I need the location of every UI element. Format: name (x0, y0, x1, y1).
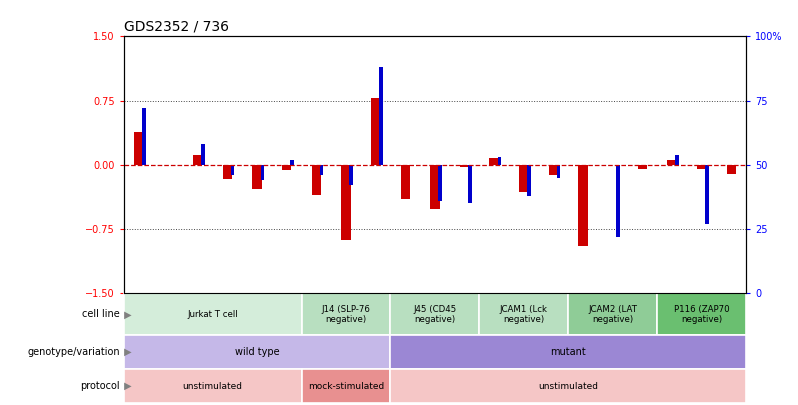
Bar (320, 165, 323, 175)
Bar (675, 155, 679, 165)
Bar (193, 155, 203, 165)
Text: ▶: ▶ (121, 381, 132, 391)
Bar (134, 132, 144, 165)
Text: mock-stimulated: mock-stimulated (308, 382, 384, 390)
Bar (705, 165, 709, 224)
Text: JCAM2 (LAT
negative): JCAM2 (LAT negative) (588, 305, 638, 324)
Text: protocol: protocol (80, 381, 120, 391)
Bar (438, 165, 442, 201)
Bar (527, 165, 531, 196)
Bar (124, 369, 302, 403)
Bar (342, 165, 351, 240)
Bar (480, 294, 568, 335)
Bar (142, 109, 145, 165)
Bar (223, 165, 232, 179)
Bar (124, 294, 302, 335)
Bar (579, 165, 588, 246)
Text: cell line: cell line (82, 309, 120, 320)
Text: unstimulated: unstimulated (539, 382, 598, 390)
Text: GDS2352 / 736: GDS2352 / 736 (124, 20, 229, 34)
Bar (302, 369, 390, 403)
Text: J14 (SLP-76
negative): J14 (SLP-76 negative) (322, 305, 370, 324)
Text: unstimulated: unstimulated (183, 382, 243, 390)
Bar (390, 369, 746, 403)
Bar (667, 160, 677, 165)
Bar (390, 335, 746, 369)
Text: ▶: ▶ (121, 347, 132, 357)
Bar (390, 294, 480, 335)
Bar (519, 165, 528, 192)
Bar (260, 165, 264, 180)
Bar (726, 165, 736, 173)
Text: mutant: mutant (551, 347, 587, 357)
Bar (549, 165, 559, 175)
Bar (658, 294, 746, 335)
Bar (350, 165, 353, 185)
Bar (430, 165, 440, 209)
Bar (638, 165, 647, 169)
Text: ▶: ▶ (121, 309, 132, 320)
Bar (616, 165, 620, 237)
Text: P116 (ZAP70
negative): P116 (ZAP70 negative) (674, 305, 729, 324)
Bar (401, 165, 410, 199)
Bar (231, 165, 235, 175)
Bar (311, 165, 321, 195)
Text: JCAM1 (Lck
negative): JCAM1 (Lck negative) (500, 305, 548, 324)
Bar (124, 335, 390, 369)
Bar (697, 165, 706, 169)
Bar (282, 165, 291, 170)
Bar (371, 98, 381, 165)
Bar (568, 294, 658, 335)
Text: J45 (CD45
negative): J45 (CD45 negative) (413, 305, 456, 324)
Bar (460, 165, 469, 166)
Bar (557, 165, 560, 178)
Bar (252, 165, 262, 189)
Text: Jurkat T cell: Jurkat T cell (188, 310, 238, 319)
Bar (290, 160, 294, 165)
Bar (201, 144, 205, 165)
Text: wild type: wild type (235, 347, 279, 357)
Bar (498, 157, 501, 165)
Bar (379, 67, 382, 165)
Bar (489, 158, 499, 165)
Text: genotype/variation: genotype/variation (27, 347, 120, 357)
Bar (468, 165, 472, 203)
Bar (302, 294, 390, 335)
